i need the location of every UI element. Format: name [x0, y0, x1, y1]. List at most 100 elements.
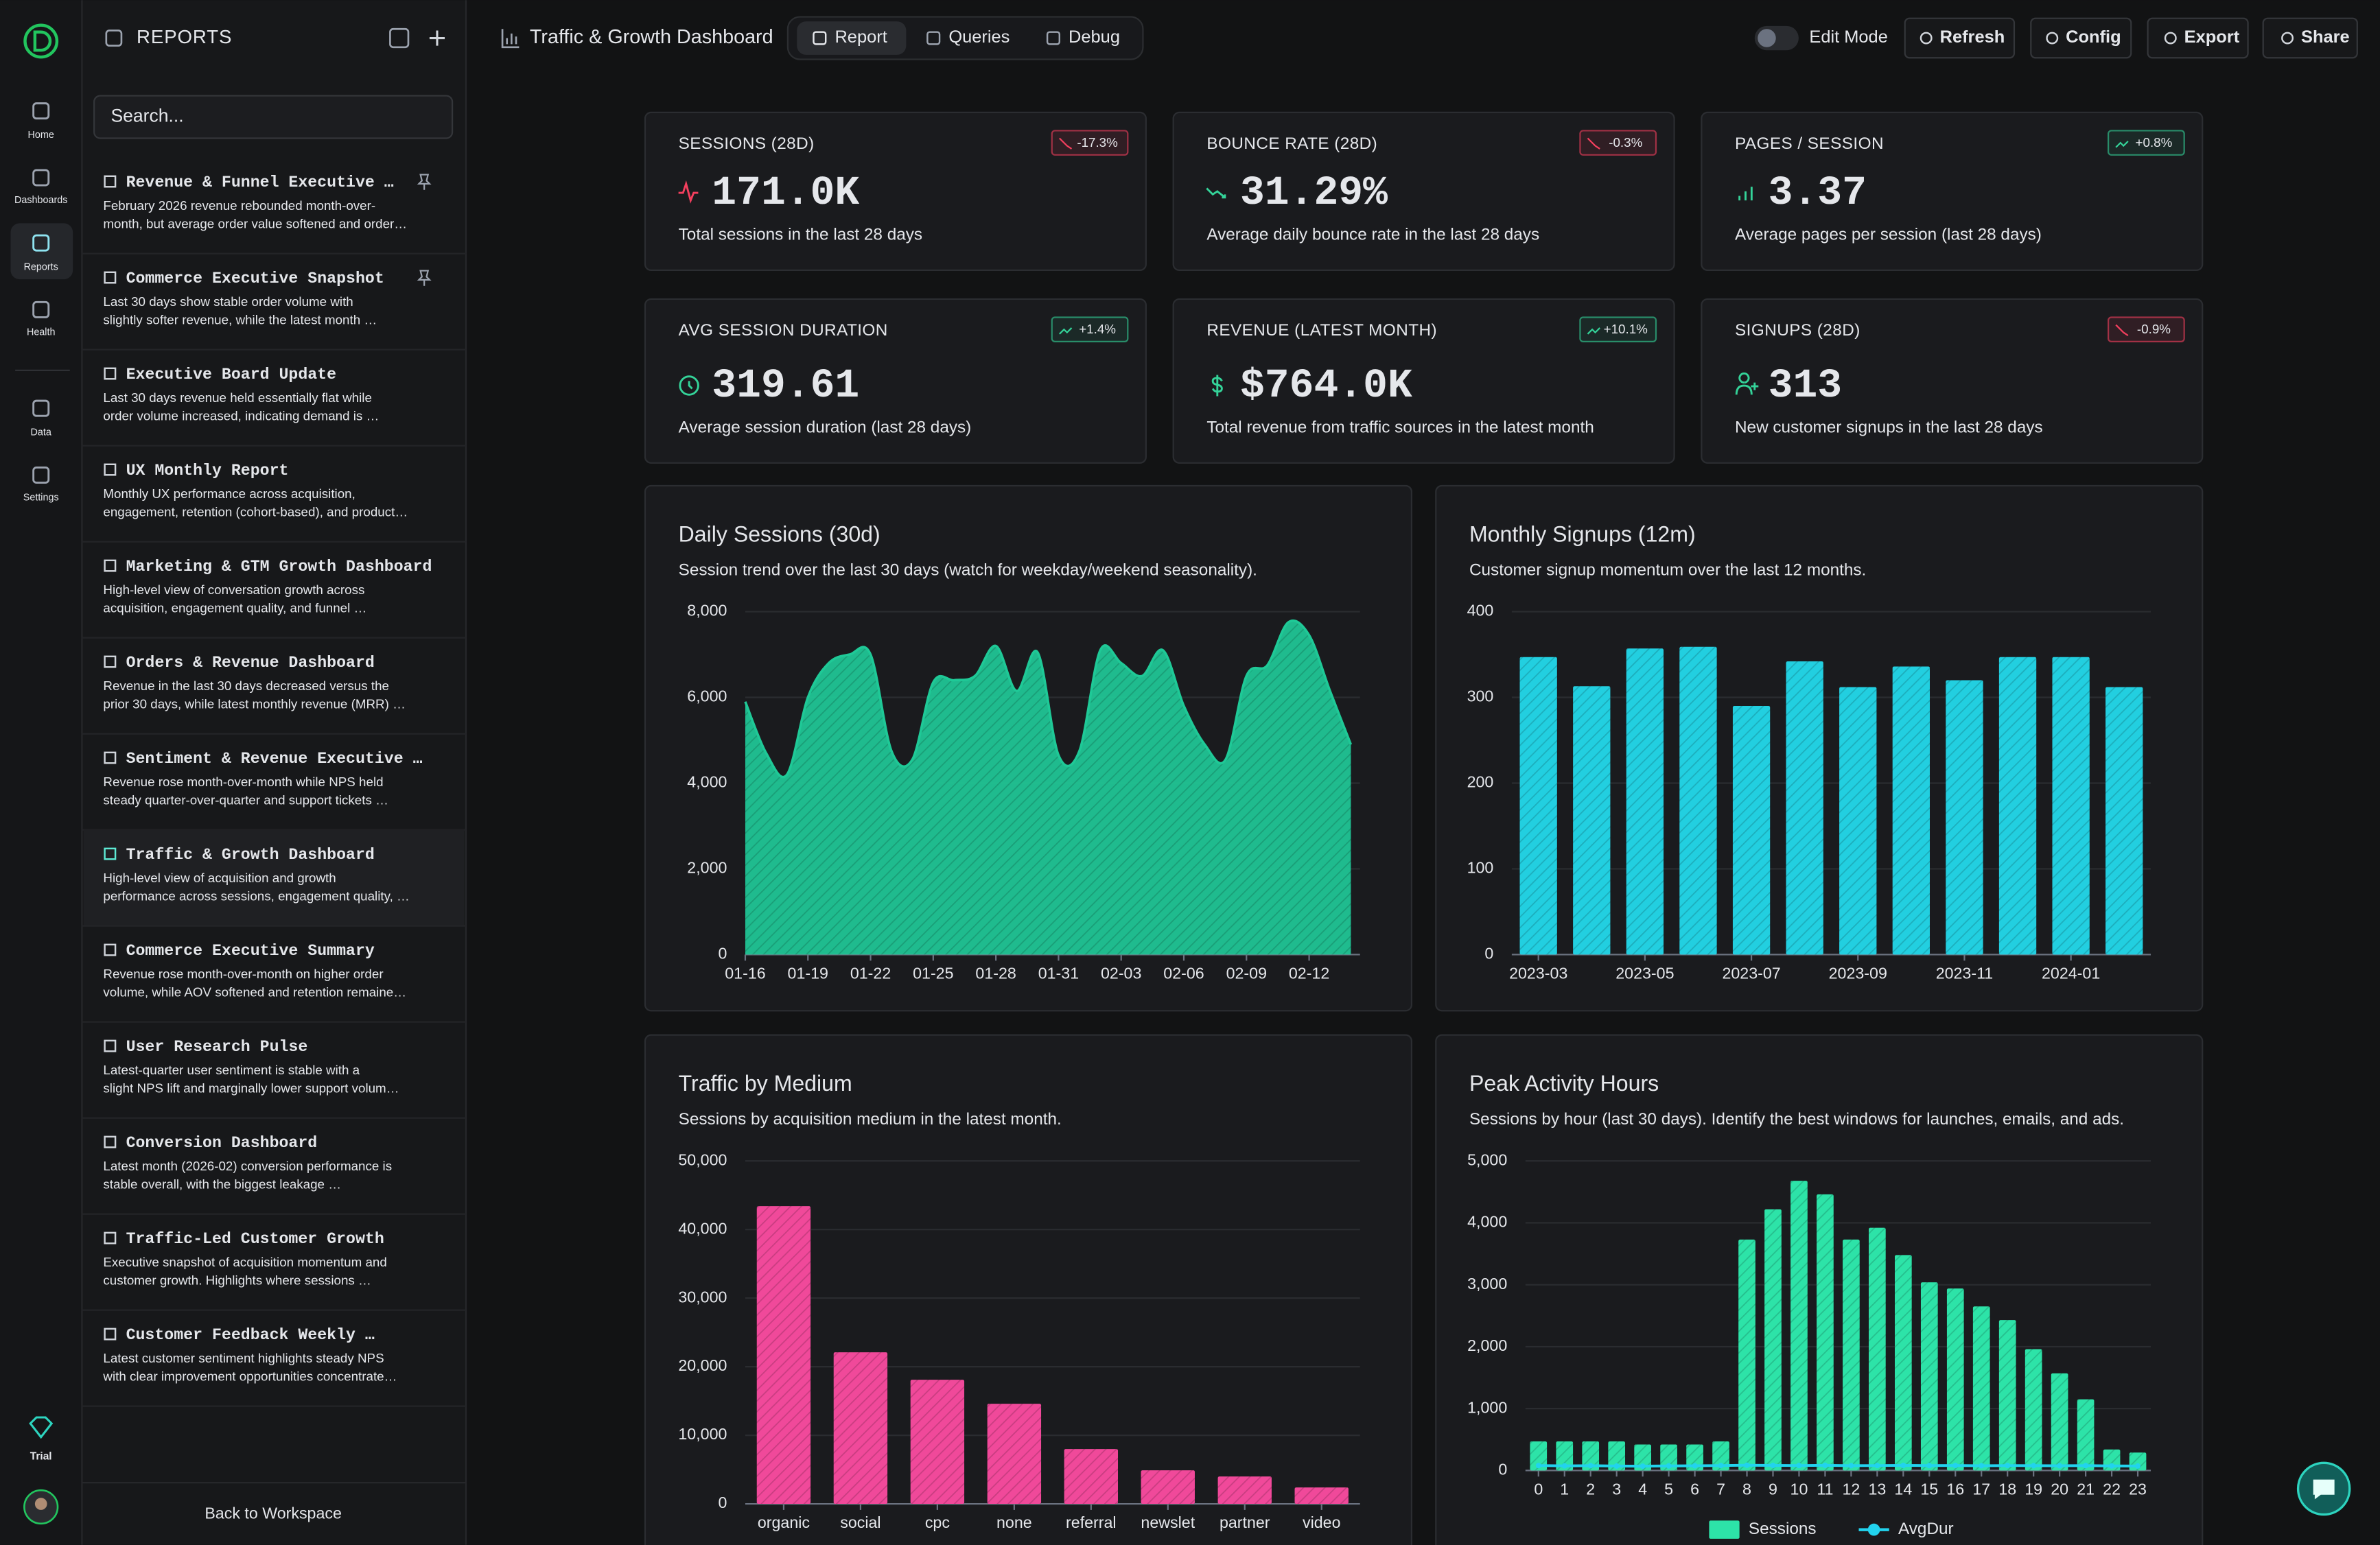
toolbar-button[interactable] — [2030, 17, 2132, 59]
kpi-delta-icon — [2115, 324, 2129, 336]
pin-icon[interactable] — [417, 270, 432, 286]
nav-label[interactable]: Data — [31, 427, 51, 438]
tab-icon — [1046, 31, 1061, 45]
trial-label[interactable]: Trial — [30, 1451, 52, 1463]
kpi-delta: +0.8% — [2136, 135, 2173, 150]
x-tick-label: 7 — [1716, 1480, 1725, 1498]
nav-label[interactable]: Health — [27, 327, 56, 338]
report-title[interactable]: Sentiment & Revenue Executive … — [126, 750, 423, 768]
chat-icon — [2313, 1479, 2335, 1500]
report-title[interactable]: UX Monthly Report — [126, 462, 289, 480]
x-tick-label: 17 — [1972, 1480, 1990, 1498]
report-title[interactable]: Conversion Dashboard — [126, 1134, 318, 1152]
tab-label[interactable]: Debug — [1069, 27, 1120, 47]
chart-title: Daily Sessions (30d) — [679, 521, 880, 546]
x-tick-label: 3 — [1612, 1480, 1621, 1498]
nav-label[interactable]: Settings — [23, 492, 59, 503]
bar — [1892, 666, 1930, 955]
search-box[interactable] — [93, 95, 454, 139]
title-icon — [501, 29, 520, 49]
nav-icon[interactable] — [32, 102, 50, 120]
panel-toggle-icon[interactable] — [105, 30, 123, 47]
tab-label[interactable]: Queries — [948, 27, 1010, 47]
report-title[interactable]: Revenue & Funnel Executive … — [126, 174, 394, 191]
report-title[interactable]: User Research Pulse — [126, 1038, 308, 1056]
y-tick-label: 0 — [718, 1494, 727, 1511]
report-description: Last 30 days revenue held essentially fl… — [103, 390, 372, 405]
kpi-label: SIGNUPS (28D) — [1735, 321, 1860, 340]
legend-label: Sessions — [1749, 1520, 1817, 1538]
bar — [1294, 1487, 1349, 1505]
tab-label[interactable]: Report — [835, 27, 887, 47]
nav-icon[interactable] — [32, 169, 50, 187]
toolbar-button[interactable] — [2147, 17, 2249, 59]
line-point — [1613, 1463, 1620, 1469]
nav-icon[interactable] — [32, 399, 50, 417]
tab-icon — [926, 31, 941, 45]
kpi-label: AVG SESSION DURATION — [679, 321, 888, 340]
kpi-label: PAGES / SESSION — [1735, 134, 1884, 153]
y-tick-label: 30,000 — [678, 1288, 727, 1306]
x-tick-label: 20 — [2051, 1480, 2068, 1498]
report-title[interactable]: Executive Board Update — [126, 366, 337, 384]
y-tick-label: 8,000 — [687, 602, 727, 620]
button-label[interactable]: Refresh — [1940, 27, 2005, 47]
x-tick-label: 16 — [1946, 1480, 1964, 1498]
nav-icon[interactable] — [32, 234, 50, 252]
button-label[interactable]: Export — [2184, 27, 2240, 47]
nav-label[interactable]: Dashboards — [14, 195, 67, 206]
button-label[interactable]: Config — [2066, 27, 2121, 47]
x-tick-label: organic — [758, 1513, 810, 1531]
kpi-delta-icon — [1587, 327, 1600, 335]
nav-label[interactable]: Home — [28, 130, 54, 141]
kpi-card — [1172, 298, 1675, 464]
line-point — [1952, 1463, 1959, 1469]
search-placeholder[interactable]: Search... — [110, 106, 183, 126]
report-title[interactable]: Orders & Revenue Dashboard — [126, 654, 375, 672]
pin-icon[interactable] — [417, 174, 432, 190]
report-title[interactable]: Commerce Executive Summary — [126, 942, 375, 960]
line-point — [1874, 1463, 1880, 1469]
kpi-delta-icon — [1587, 137, 1600, 150]
report-title[interactable]: Traffic-Led Customer Growth — [126, 1230, 384, 1248]
bar — [1530, 1441, 1548, 1471]
x-tick-label: 1 — [1560, 1480, 1569, 1498]
nav-icon[interactable] — [32, 300, 50, 318]
chart-subtitle: Sessions by hour (last 30 days). Identif… — [1469, 1110, 2124, 1129]
back-to-workspace[interactable]: Back to Workspace — [205, 1505, 342, 1522]
button-label[interactable]: Share — [2301, 27, 2350, 47]
report-icon — [104, 559, 117, 572]
x-tick-label: 23 — [2129, 1480, 2147, 1498]
tab[interactable] — [797, 21, 907, 55]
x-tick-label: 01-19 — [788, 964, 828, 982]
bar — [1556, 1441, 1574, 1471]
x-tick-label: partner — [1220, 1513, 1270, 1531]
kpi-value: 171.0K — [712, 169, 859, 216]
nav-label[interactable]: Reports — [24, 261, 58, 272]
calendar-button[interactable] — [389, 27, 410, 49]
logo — [23, 23, 59, 59]
kpi-description: Average pages per session (last 28 days) — [1735, 225, 2042, 244]
y-tick-label: 0 — [718, 945, 727, 963]
report-description: stable overall, with the biggest leakage… — [103, 1177, 341, 1192]
x-tick-label: social — [840, 1513, 880, 1531]
report-description: High-level view of acquisition and growt… — [103, 871, 336, 885]
report-title[interactable]: Customer Feedback Weekly … — [126, 1326, 375, 1344]
report-title[interactable]: Marketing & GTM Growth Dashboard — [126, 558, 432, 576]
report-title[interactable]: Commerce Executive Snapshot — [126, 270, 384, 287]
toolbar-button[interactable] — [2262, 17, 2358, 59]
toolbar-button[interactable] — [1904, 17, 2016, 59]
nav-icon[interactable] — [32, 467, 50, 484]
report-description: prior 30 days, while latest monthly reve… — [103, 697, 405, 711]
report-icon — [104, 943, 117, 956]
report-icon — [104, 847, 117, 860]
x-tick-label: 2023-07 — [1722, 964, 1780, 982]
kpi-value: 31.29% — [1240, 169, 1388, 216]
kpi-card — [1701, 111, 2204, 272]
y-tick-label: 0 — [1498, 1461, 1507, 1478]
add-button[interactable] — [429, 30, 445, 46]
line-point — [1744, 1462, 1750, 1468]
report-title[interactable]: Traffic & Growth Dashboard — [126, 846, 375, 864]
line-point — [2109, 1463, 2115, 1469]
bar — [1141, 1470, 1195, 1505]
